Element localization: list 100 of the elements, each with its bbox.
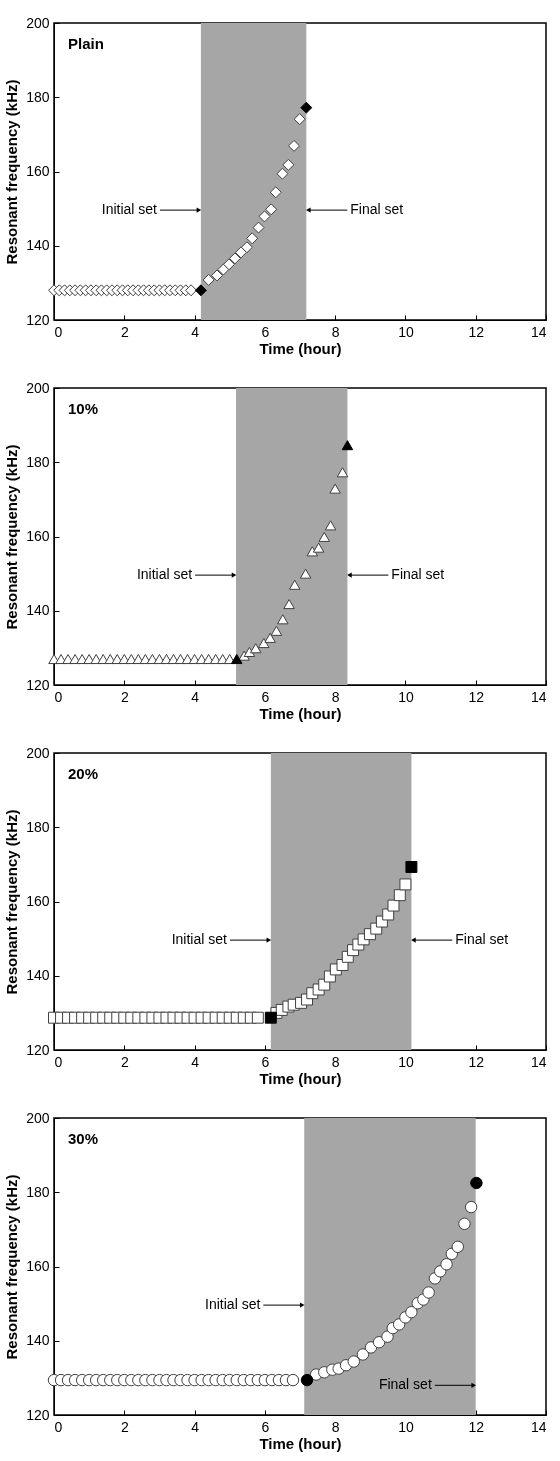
- annotation: Initial set: [205, 1296, 261, 1313]
- x-axis-title: Time (hour): [259, 339, 342, 357]
- annotation: Initial set: [171, 931, 228, 948]
- point: [249, 643, 262, 654]
- x-tick-label: 10: [398, 1053, 414, 1070]
- annotation: Final set: [455, 931, 509, 948]
- point: [422, 1286, 435, 1299]
- point: [399, 878, 412, 891]
- point: [299, 568, 312, 579]
- y-tick-label: 160: [26, 893, 50, 909]
- y-tick-label: 120: [26, 676, 50, 693]
- x-tick-label: 12: [468, 323, 485, 340]
- x-tick-label: 0: [54, 1053, 63, 1070]
- y-tick-label: 180: [26, 88, 50, 105]
- y-tick-label: 180: [26, 1183, 50, 1200]
- x-tick-label: 2: [120, 1053, 129, 1070]
- x-tick-label: 14: [530, 323, 547, 340]
- x-tick-label: 14: [530, 1418, 547, 1435]
- x-tick-label: 12: [468, 1053, 485, 1070]
- x-tick-label: 4: [191, 1418, 200, 1435]
- point: [347, 1355, 360, 1368]
- y-axis-title: Resonant frequency (kHz): [3, 809, 21, 995]
- annotation: Final set: [350, 201, 404, 218]
- text: 20%: [68, 765, 99, 782]
- x-tick-label: 2: [120, 323, 129, 340]
- x-tick-label: 8: [331, 1053, 340, 1070]
- y-tick-label: 120: [26, 1041, 50, 1058]
- x-axis-title: Time (hour): [259, 704, 342, 722]
- point: [264, 1011, 277, 1024]
- x-tick-label: 12: [468, 688, 485, 705]
- point: [329, 483, 341, 494]
- x-tick-label: 8: [331, 688, 340, 705]
- x-tick-label: 8: [331, 323, 340, 340]
- point: [258, 638, 270, 649]
- annotation: Final set: [378, 1376, 432, 1393]
- text: 30%: [68, 1130, 99, 1147]
- x-tick-label: 4: [191, 1053, 200, 1070]
- y-tick-label: 140: [26, 1332, 50, 1349]
- y-axis-title: Resonant frequency (kHz): [3, 444, 21, 630]
- point: [336, 467, 349, 478]
- annotation: Initial set: [136, 566, 193, 583]
- point: [405, 861, 418, 873]
- x-tick-label: 6: [261, 1053, 270, 1070]
- point: [458, 1217, 471, 1230]
- x-tick-label: 10: [398, 688, 414, 705]
- x-tick-label: 4: [191, 688, 200, 705]
- point: [451, 1240, 464, 1254]
- y-tick-label: 160: [26, 1258, 50, 1274]
- y-tick-label: 200: [26, 744, 50, 761]
- y-tick-label: 160: [26, 163, 50, 179]
- text: Plain: [68, 35, 104, 52]
- x-tick-label: 6: [261, 323, 270, 340]
- y-tick-label: 160: [26, 528, 50, 544]
- y-tick-label: 200: [26, 1109, 50, 1126]
- y-axis-title: Resonant frequency (kHz): [3, 1174, 21, 1360]
- x-tick-label: 0: [54, 323, 63, 340]
- x-tick-label: 14: [530, 688, 547, 705]
- point: [312, 542, 325, 553]
- point: [194, 284, 207, 297]
- point: [251, 1011, 264, 1024]
- x-tick-label: 2: [120, 688, 129, 705]
- point: [372, 1336, 386, 1349]
- point: [324, 520, 337, 531]
- y-tick-label: 200: [26, 379, 50, 396]
- point: [231, 653, 243, 665]
- y-tick-label: 200: [26, 14, 50, 31]
- x-tick-label: 14: [530, 1053, 547, 1070]
- point: [300, 1373, 314, 1387]
- y-tick-label: 120: [26, 311, 50, 328]
- point: [341, 440, 354, 451]
- x-tick-label: 10: [398, 1418, 414, 1435]
- point: [393, 889, 406, 902]
- x-tick-label: 10: [398, 323, 414, 340]
- point: [277, 614, 289, 625]
- x-axis-title: Time (hour): [259, 1434, 342, 1452]
- point: [356, 1348, 370, 1361]
- point: [464, 1200, 478, 1214]
- y-tick-label: 140: [26, 237, 50, 254]
- x-tick-label: 8: [331, 1418, 340, 1435]
- point: [288, 579, 301, 590]
- x-tick-label: 0: [54, 688, 63, 705]
- text: 10%: [68, 400, 99, 417]
- y-tick-label: 180: [26, 818, 50, 835]
- point: [283, 599, 295, 610]
- x-axis-title: Time (hour): [259, 1069, 342, 1087]
- point: [470, 1176, 483, 1190]
- point: [318, 531, 330, 542]
- point: [264, 632, 276, 643]
- point: [270, 625, 283, 636]
- y-axis-title: Resonant frequency (kHz): [3, 79, 21, 265]
- point: [405, 1305, 418, 1319]
- point: [300, 101, 313, 114]
- y-tick-label: 120: [26, 1406, 50, 1423]
- y-tick-label: 140: [26, 967, 50, 984]
- x-tick-label: 12: [468, 1418, 485, 1435]
- x-tick-label: 6: [261, 688, 270, 705]
- point: [243, 646, 256, 657]
- x-tick-label: 6: [261, 1418, 270, 1435]
- y-tick-label: 180: [26, 453, 50, 470]
- x-tick-label: 0: [54, 1418, 63, 1435]
